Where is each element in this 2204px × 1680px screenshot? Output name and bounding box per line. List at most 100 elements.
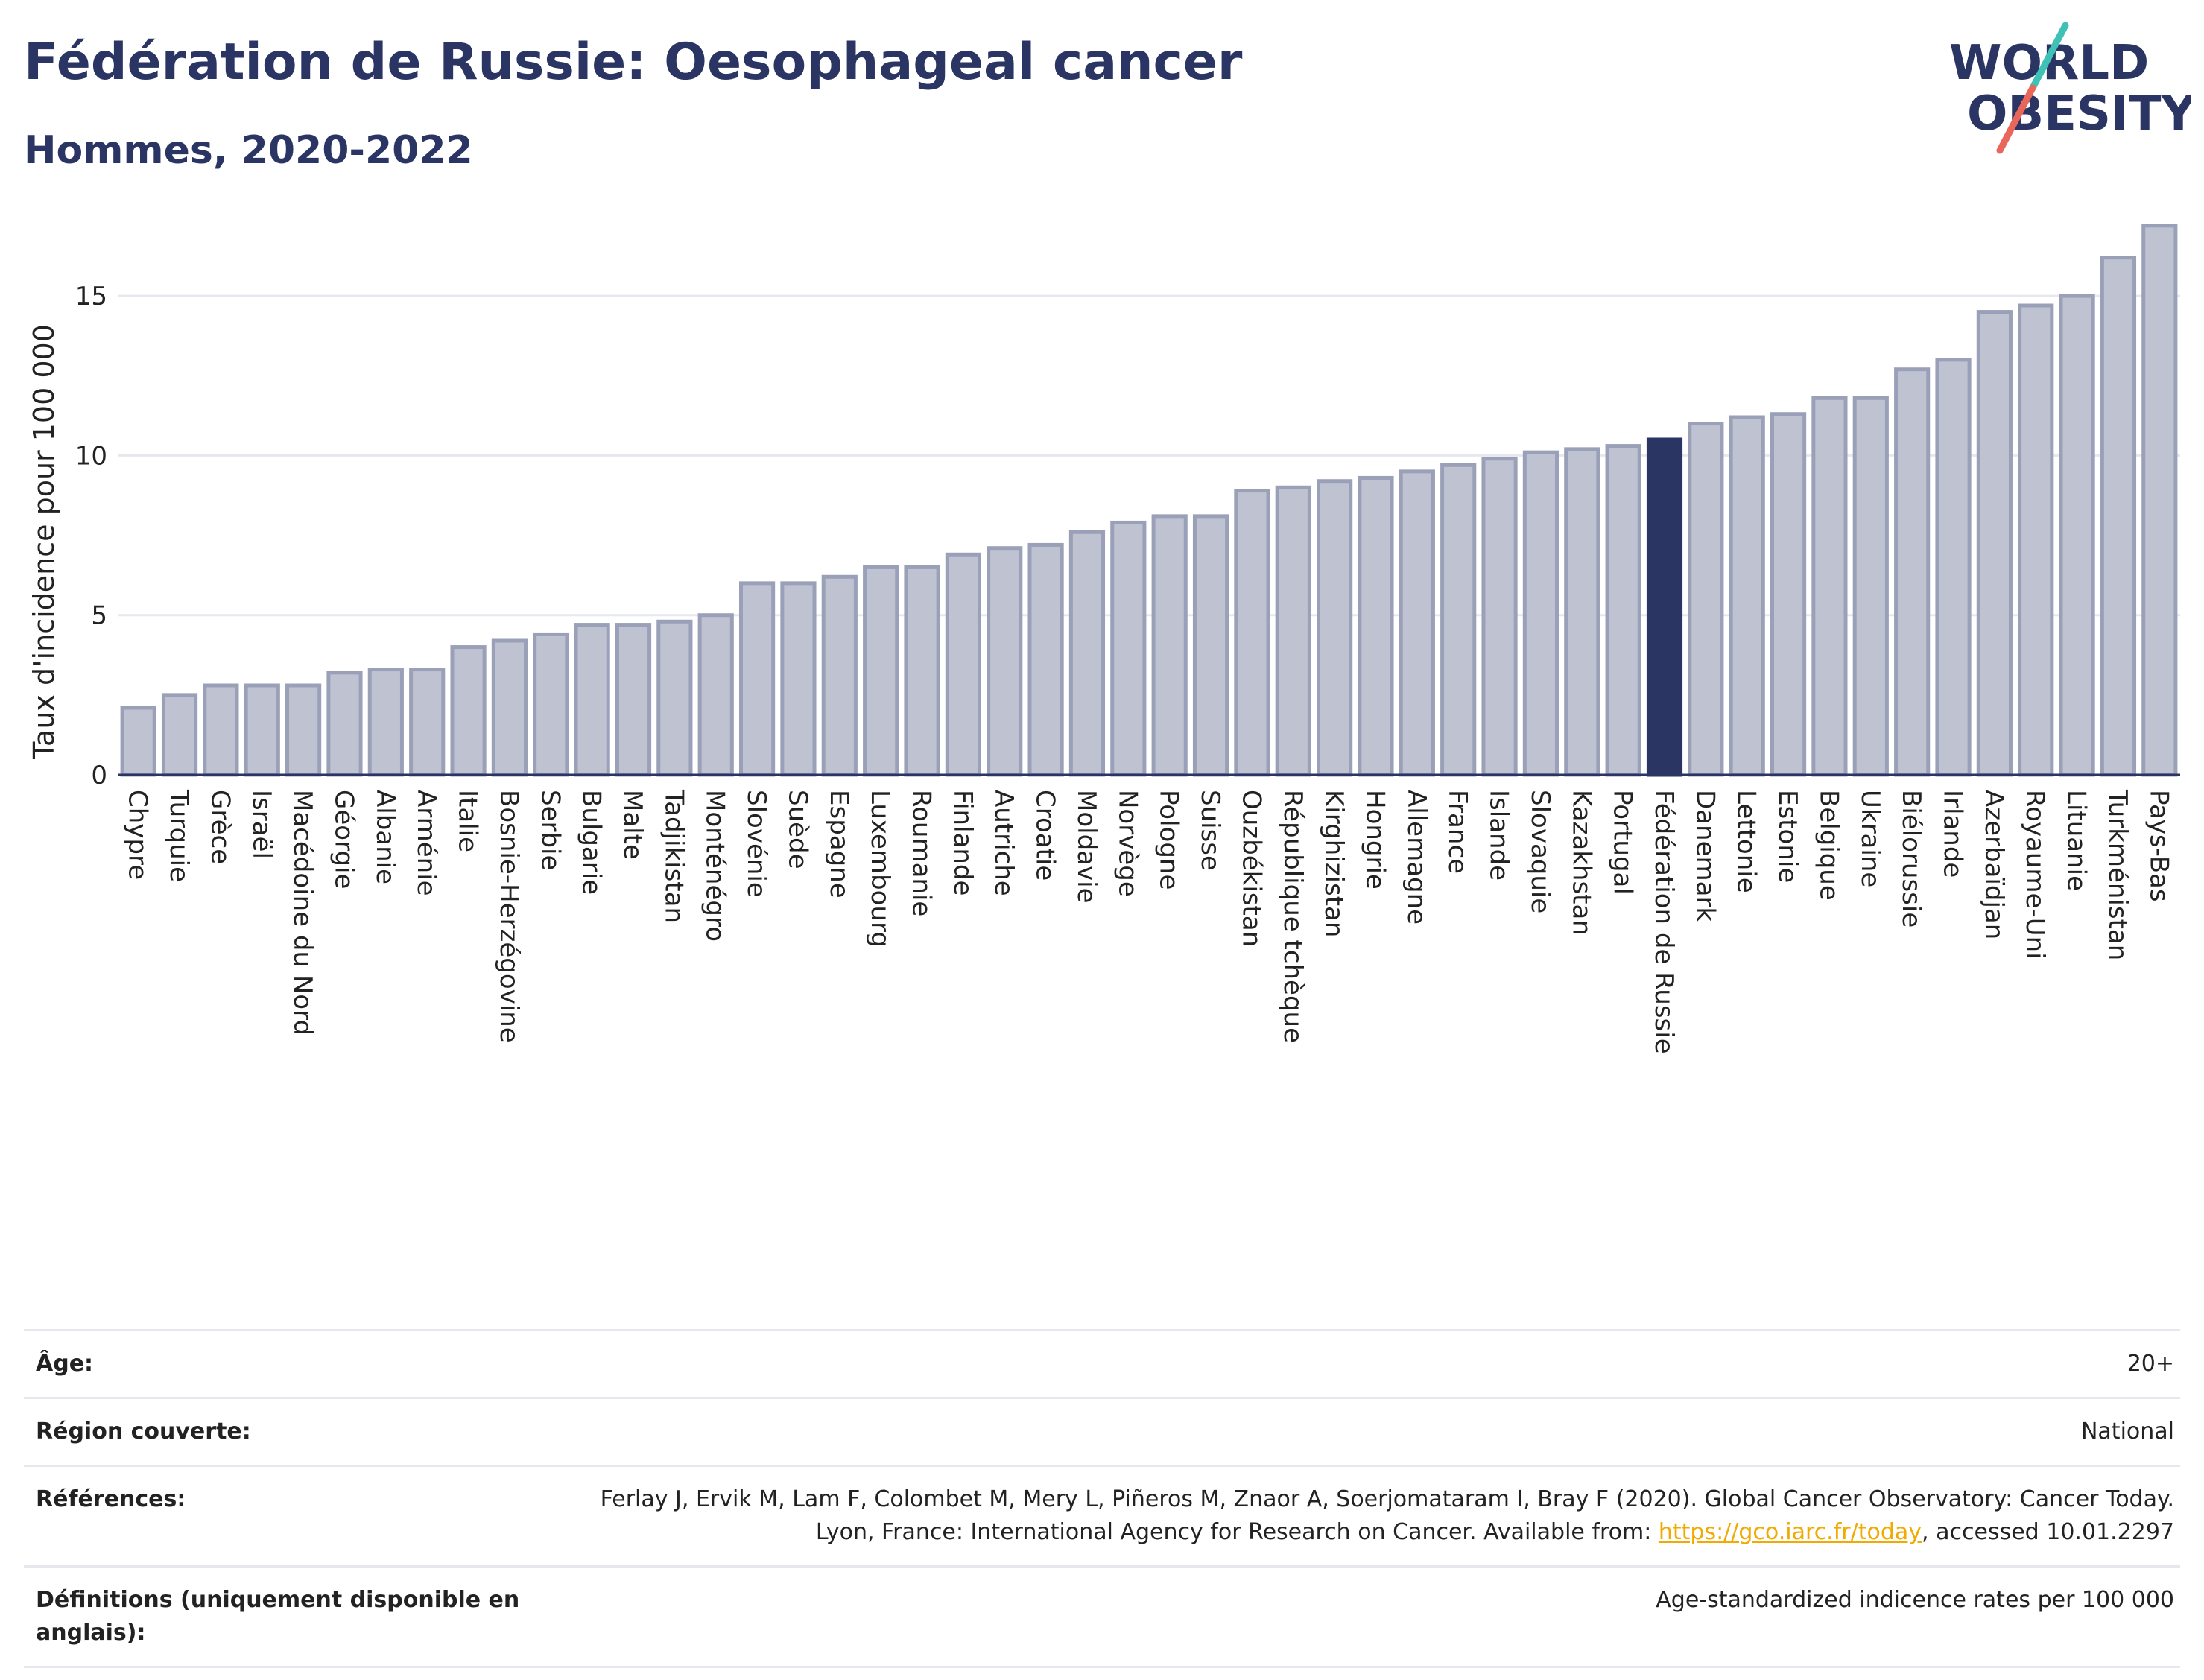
x-tick-label: Moldavie [1071, 790, 1101, 904]
bar-gr-ce [203, 683, 239, 777]
bar-isra-l [244, 683, 280, 777]
info-table: Âge: 20+ Région couverte: National Référ… [24, 1329, 2180, 1668]
x-tick-label: Monténégro [700, 790, 730, 942]
y-axis-label: Taux d'incidence pour 100 000 [28, 324, 60, 760]
y-tick-label: 0 [91, 761, 107, 790]
bar-slovaquie [1522, 450, 1559, 777]
references-value: Ferlay J, Ervik M, Lam F, Colombet M, Me… [572, 1483, 2174, 1549]
x-tick-label: Danemark [1690, 790, 1720, 922]
bar-lettonie [1729, 415, 1765, 777]
x-tick-label: Macédoine du Nord [288, 790, 317, 1036]
page-subtitle: Hommes, 2020-2022 [24, 128, 473, 173]
x-tick-label: Turquie [164, 789, 194, 882]
bar-r-publique-tch-que [1275, 485, 1311, 777]
x-tick-label: Azerbaïdjan [1979, 790, 2009, 939]
bar-kazakhstan [1564, 447, 1600, 777]
x-tick-label: Roumanie [907, 790, 937, 916]
bar-lituanie [2059, 294, 2095, 777]
bar-malte [615, 623, 652, 777]
x-tick-label: Biélorussie [1896, 790, 1926, 928]
bar-france [1440, 463, 1477, 777]
info-row-age: Âge: 20+ [24, 1329, 2180, 1397]
x-tick-label: Grèce [205, 790, 235, 864]
bar-serbie [533, 632, 569, 777]
bar-slov-nie [738, 581, 776, 777]
bar-albanie [367, 668, 404, 777]
age-value: 20+ [2127, 1351, 2174, 1377]
bar-finlande [945, 552, 981, 777]
x-tick-label: Chypre [123, 790, 153, 880]
x-tick-label: Bosnie-Herzégovine [494, 790, 524, 1043]
x-tick-label: Italie [453, 790, 483, 852]
x-tick-label: Irlande [1938, 790, 1968, 878]
x-tick-label: Tadjikistan [659, 789, 688, 923]
x-tick-label: Arménie [411, 790, 441, 896]
bar-pays-bas [2141, 224, 2178, 777]
bar-f-d-ration-de-russie [1646, 437, 1683, 777]
definitions-label: Définitions (uniquement disponible en an… [36, 1587, 520, 1646]
bar-estonie [1770, 412, 1807, 777]
bar-pologne [1151, 514, 1188, 777]
logo-line2: OBESITY [1967, 86, 2191, 142]
bar-portugal [1605, 444, 1641, 777]
x-tick-label: Slovénie [741, 790, 771, 898]
bar-hongrie [1358, 475, 1394, 777]
bar-suisse [1192, 514, 1229, 777]
x-tick-label: Croatie [1030, 790, 1060, 881]
bar-azerba-djan [1976, 310, 2013, 777]
x-tick-label: Norvège [1112, 790, 1142, 897]
x-tick-label: Kazakhstan [1566, 790, 1596, 936]
x-tick-label: Slovaquie [1525, 790, 1555, 913]
bar-moldavie [1068, 530, 1106, 777]
x-tick-label: Lettonie [1732, 790, 1761, 893]
page-title: Fédération de Russie: Oesophageal cancer [24, 33, 1243, 92]
y-tick-label: 5 [91, 601, 107, 631]
x-tick-label: Pologne [1154, 790, 1184, 890]
x-tick-label: République tchèque [1278, 790, 1308, 1043]
references-link[interactable]: https://gco.iarc.fr/today [1658, 1519, 1922, 1545]
x-tick-label: Ukraine [1855, 790, 1885, 887]
y-tick-label: 10 [75, 441, 107, 471]
bar-allemagne [1399, 469, 1435, 777]
references-text: Ferlay J, Ervik M, Lam F, Colombet M, Me… [600, 1486, 2174, 1545]
x-tick-label: Kirghizistan [1319, 790, 1349, 937]
bar-belgique [1811, 396, 1848, 777]
x-tick-label: Turkménistan [2103, 789, 2132, 960]
y-tick-label: 15 [75, 282, 107, 311]
bar-chypre [120, 706, 156, 777]
x-tick-label: Hongrie [1360, 790, 1390, 890]
x-tick-label: Israël [247, 790, 276, 859]
x-tick-label: Royaume-Uni [2020, 790, 2050, 960]
bar-turkm-nistan [2100, 256, 2137, 777]
x-tick-label: Lituanie [2062, 790, 2091, 891]
bar-norv-ge [1110, 520, 1147, 777]
bar-espagne [821, 574, 858, 777]
bar-danemark [1688, 422, 1724, 777]
bar-su-de [780, 581, 817, 777]
info-row-references: Références: Ferlay J, Ervik M, Lam F, Co… [24, 1465, 2180, 1565]
x-tick-label: Autriche [989, 790, 1019, 896]
x-tick-label: Pays-Bas [2144, 790, 2173, 902]
y-tick-labels: 0 5 10 15 [75, 282, 107, 790]
x-tick-label: Allemagne [1402, 790, 1431, 925]
bar-chart: Chypre Turquie Grèce Israël Macédoine du Nor… [28, 224, 2180, 1054]
bar-arm-nie [409, 668, 446, 777]
x-tick-labels: Chypre Turquie Grèce Israël Macédoine du Nor… [123, 789, 2174, 1054]
x-tick-label: Finlande [948, 790, 978, 896]
bar-bulgarie [574, 623, 610, 777]
bar-kirghizistan [1317, 479, 1353, 777]
bar-ouzb-kistan [1234, 489, 1270, 777]
bar-ukraine [1852, 396, 1889, 777]
x-tick-label: Estonie [1773, 790, 1802, 883]
info-row-definitions: Définitions (uniquement disponible en an… [24, 1565, 2180, 1668]
bar-mac-doine-du-nord [285, 683, 322, 777]
bar-bosnie-herz-govine [491, 638, 528, 777]
x-tick-label: France [1443, 790, 1472, 874]
x-tick-label: Islande [1484, 790, 1514, 881]
x-tick-label: Bulgarie [577, 790, 607, 895]
bar-g-orgie [326, 671, 363, 777]
x-tick-label: Espagne [824, 790, 854, 898]
x-tick-label: Suisse [1195, 790, 1225, 871]
region-value: National [2080, 1419, 2174, 1445]
bar-tadjikistan [656, 619, 693, 777]
